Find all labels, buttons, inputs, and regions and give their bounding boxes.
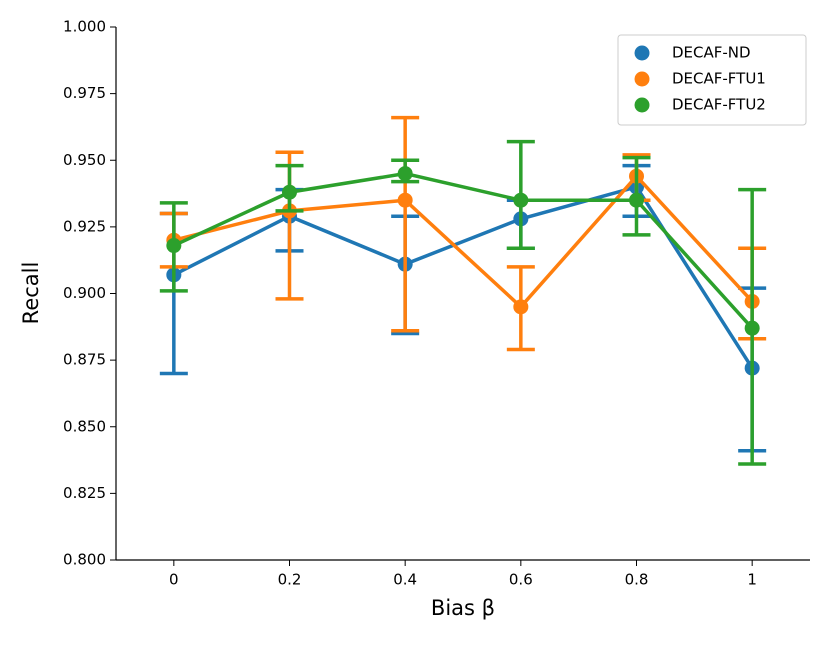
- y-tick-label: 0.975: [63, 84, 106, 102]
- legend-marker: [634, 71, 650, 87]
- y-axis-label: Recall: [19, 262, 43, 325]
- y-tick-label: 0.950: [63, 151, 106, 169]
- point: [744, 320, 760, 336]
- series-line: [173, 184, 754, 370]
- y-tick-label: 0.875: [63, 351, 106, 369]
- x-tick-label: 1: [747, 571, 757, 589]
- x-tick-label: 0.8: [625, 571, 649, 589]
- point: [282, 184, 297, 200]
- y-tick-label: 0.800: [63, 551, 106, 569]
- y-tick-label: 0.900: [63, 284, 106, 302]
- x-axis-label: Bias β: [431, 596, 495, 620]
- error-bar: [391, 115, 420, 333]
- point: [397, 166, 413, 182]
- point: [629, 192, 644, 208]
- y-tick-label: 0.850: [63, 417, 106, 435]
- point: [513, 192, 529, 208]
- x-tick-label: 0.4: [393, 571, 417, 589]
- legend: DECAF-ND DECAF-FTU1 DECAF-FTU2: [617, 34, 807, 126]
- y-tick-label: 1.000: [63, 18, 106, 36]
- legend-label: DECAF-FTU2: [672, 96, 766, 114]
- legend-label: DECAF-ND: [672, 44, 751, 62]
- x-tick-label: 0: [169, 571, 179, 589]
- y-tick-label: 0.925: [63, 217, 106, 235]
- legend-marker: [634, 97, 650, 113]
- point: [166, 238, 182, 254]
- y-tick-label: 0.825: [63, 484, 106, 502]
- x-tick-label: 0.2: [278, 571, 302, 589]
- series-line: [173, 173, 754, 310]
- legend-label: DECAF-FTU1: [672, 70, 766, 88]
- legend-marker: [634, 45, 650, 61]
- series-line: [173, 171, 754, 330]
- x-tick-label: 0.6: [509, 571, 533, 589]
- legend-box: [617, 34, 807, 126]
- point: [513, 299, 529, 315]
- point: [397, 192, 413, 208]
